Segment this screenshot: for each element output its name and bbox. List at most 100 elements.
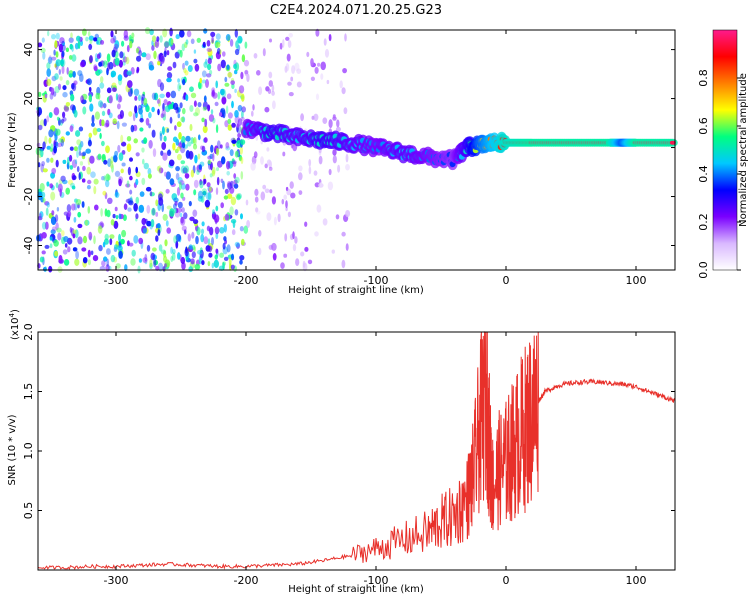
noise-blob <box>134 105 138 114</box>
noise-blob <box>327 181 334 191</box>
noise-blob <box>344 33 347 42</box>
noise-blob <box>323 38 327 46</box>
noise-blob <box>106 209 111 218</box>
noise-blob <box>121 229 127 238</box>
noise-blob <box>179 212 183 218</box>
noise-blob <box>50 157 54 163</box>
noise-blob <box>194 154 198 164</box>
noise-blob <box>146 204 151 214</box>
noise-blob <box>277 213 281 223</box>
noise-blob <box>102 241 106 248</box>
noise-blob <box>231 160 237 165</box>
noise-blob <box>120 168 124 174</box>
noise-blob <box>215 80 218 89</box>
noise-blob <box>342 68 347 74</box>
noise-blob <box>57 83 62 91</box>
noise-blob <box>266 159 272 166</box>
noise-blob <box>287 211 291 218</box>
noise-blob <box>181 135 186 145</box>
noise-blob <box>90 171 96 178</box>
noise-blob <box>72 71 76 78</box>
noise-blob <box>50 229 56 235</box>
noise-blob <box>123 203 128 210</box>
noise-blob <box>202 178 206 186</box>
noise-blob <box>73 146 78 152</box>
noise-blob <box>183 229 187 235</box>
noise-blob <box>181 225 187 232</box>
noise-blob <box>264 188 270 194</box>
noise-blob <box>203 95 207 103</box>
noise-blob <box>213 259 219 268</box>
noise-blob <box>190 92 197 99</box>
noise-blob <box>230 253 235 261</box>
noise-blob <box>63 236 69 243</box>
noise-blob <box>187 233 191 242</box>
noise-blob <box>135 178 139 186</box>
noise-blob <box>169 27 173 37</box>
noise-blob <box>119 110 124 119</box>
noise-blob <box>225 105 229 114</box>
noise-blob <box>99 221 104 227</box>
noise-blob <box>51 210 55 216</box>
noise-blob <box>65 47 69 53</box>
noise-blob <box>44 93 48 99</box>
noise-blob <box>121 122 127 127</box>
noise-blob <box>69 125 74 132</box>
noise-blob <box>190 38 195 45</box>
noise-blob <box>238 156 243 162</box>
noise-blob <box>99 266 106 271</box>
noise-blob <box>207 191 212 201</box>
noise-blob <box>55 128 61 136</box>
noise-blob <box>109 238 113 246</box>
noise-blob <box>89 103 94 112</box>
noise-blob <box>133 203 138 212</box>
noise-blob <box>216 176 220 186</box>
noise-blob <box>93 185 97 195</box>
noise-blob <box>145 105 150 113</box>
noise-blob <box>108 95 113 104</box>
noise-blob <box>122 214 127 221</box>
spectrogram-y-tick-label: 0 <box>22 144 35 151</box>
noise-blob <box>79 73 84 82</box>
noise-blob <box>271 196 276 205</box>
noise-blob <box>237 35 243 44</box>
noise-blob <box>229 206 234 216</box>
noise-blob <box>94 111 100 120</box>
noise-blob <box>118 152 124 161</box>
noise-blob <box>197 250 203 255</box>
noise-blob <box>82 257 88 264</box>
noise-blob <box>315 28 320 37</box>
noise-blob <box>38 91 42 98</box>
noise-blob <box>153 50 157 60</box>
noise-blob <box>162 213 168 221</box>
noise-blob <box>310 76 315 82</box>
noise-blob <box>304 246 309 252</box>
noise-blob <box>39 256 45 263</box>
noise-blob <box>341 259 346 269</box>
noise-blob <box>177 201 183 209</box>
noise-blob <box>172 136 178 143</box>
noise-blob <box>97 153 102 160</box>
noise-blob <box>168 37 174 47</box>
noise-blob <box>96 39 99 45</box>
noise-blob <box>254 196 259 203</box>
noise-blob <box>77 223 83 229</box>
noise-blob <box>157 60 161 66</box>
noise-blob <box>211 237 214 246</box>
noise-blob <box>296 81 302 88</box>
noise-blob <box>60 58 66 68</box>
noise-blob <box>229 39 234 47</box>
noise-blob <box>42 168 48 173</box>
noise-blob <box>198 164 202 170</box>
noise-blob <box>97 69 103 74</box>
snr-multiplier-suffix: ) <box>10 309 21 313</box>
noise-blob <box>179 29 185 38</box>
noise-blob <box>292 231 295 240</box>
noise-blob <box>41 232 47 239</box>
noise-blob <box>308 166 312 175</box>
noise-blob <box>58 68 61 75</box>
noise-blob <box>201 188 208 195</box>
noise-blob <box>162 113 166 121</box>
noise-blob <box>345 210 351 218</box>
noise-blob <box>98 61 103 67</box>
